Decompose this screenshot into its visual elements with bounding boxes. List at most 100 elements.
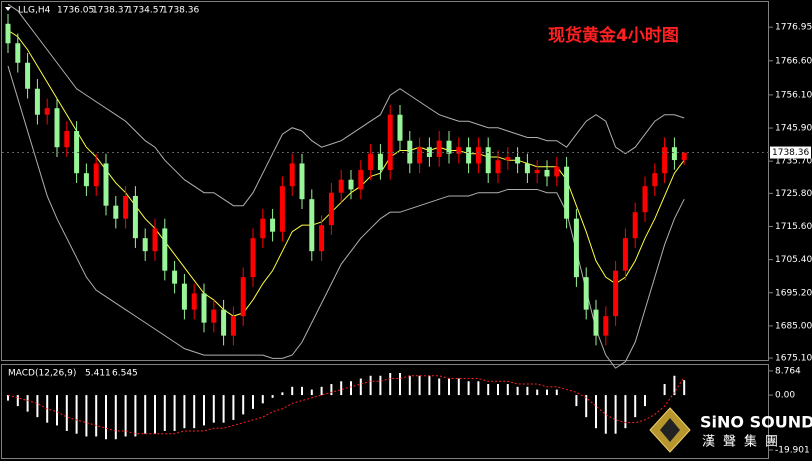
candle-body: [83, 173, 89, 187]
header-close: 1738.36: [162, 6, 199, 16]
y-tick-label: 1695.20: [775, 288, 812, 298]
macd-bar: [114, 395, 117, 440]
signal-line: [7, 375, 685, 435]
macd-bar: [428, 375, 431, 396]
macd-bar: [134, 395, 137, 437]
chart-title: 现货黄金4小时图: [548, 25, 679, 46]
macd-bar: [310, 389, 313, 396]
macd-bar: [105, 395, 107, 440]
macd-bar: [644, 395, 646, 407]
y-tick-label: -19.901: [775, 445, 810, 455]
macd-bar: [389, 373, 392, 396]
current-price: 1738.36: [772, 148, 809, 158]
candle-body: [142, 238, 148, 252]
macd-bar: [477, 381, 480, 396]
y-tick-label: 0.00: [775, 391, 795, 401]
macd-bar: [56, 395, 58, 426]
y-tick-label: 1745.90: [775, 124, 812, 134]
macd-bar: [75, 395, 78, 434]
candle-body: [368, 153, 374, 170]
macd-bar: [399, 373, 401, 396]
y-tick-label: 1776.95: [775, 23, 812, 33]
macd-bar: [536, 389, 539, 396]
macd-bar: [614, 395, 617, 434]
candle-body: [191, 293, 197, 310]
macd-bar: [369, 375, 372, 396]
macd-bar: [526, 386, 529, 396]
macd-bar: [585, 395, 588, 418]
candle-body: [328, 192, 334, 226]
macd-bar: [516, 386, 519, 396]
candle-body: [662, 147, 668, 174]
candle-body: [544, 169, 550, 177]
candle-body: [515, 156, 521, 164]
y-tick-label: 1766.60: [775, 56, 812, 66]
macd-bar: [301, 386, 303, 396]
candle-body: [681, 152, 687, 161]
macd-bar: [36, 395, 39, 418]
candle-body: [377, 153, 383, 170]
y-tick-label: 1705.40: [775, 255, 812, 265]
macd-bar: [183, 395, 186, 429]
candle-body: [34, 88, 40, 115]
candle-body: [103, 163, 109, 206]
candle-body: [221, 309, 227, 336]
logo-name: SiNO SOUND: [700, 413, 812, 432]
candle-body: [113, 205, 119, 219]
logo-sub: 漢聲集團: [702, 434, 786, 450]
y-tick-label: 1735.70: [775, 157, 812, 167]
candle-body: [632, 212, 638, 239]
candle-body: [132, 195, 138, 239]
candle-body: [466, 147, 472, 164]
macd-bar: [340, 381, 343, 396]
candle-body: [426, 147, 432, 157]
y-tick-label: 1725.80: [775, 189, 812, 199]
macd-bar: [575, 395, 578, 407]
macd-bar: [163, 395, 166, 431]
candle-body: [603, 316, 609, 336]
candle-body: [505, 156, 511, 161]
macd-bar: [350, 381, 352, 396]
macd-bar: [330, 384, 333, 396]
candle-body: [554, 166, 560, 177]
candle-body: [593, 309, 599, 336]
y-tick-label: 1715.60: [775, 222, 812, 232]
macd-bar: [457, 378, 460, 396]
macd-bar: [467, 381, 470, 396]
candle-body: [652, 173, 658, 187]
candle-body: [162, 228, 168, 271]
y-tick-label: 1756.10: [775, 90, 812, 100]
candle-body: [211, 309, 217, 323]
candle-body: [446, 140, 452, 154]
candle-body: [201, 293, 207, 323]
macd-bar: [85, 395, 88, 437]
macd-bar: [487, 384, 490, 396]
macd-panel: [1, 364, 769, 459]
macd-bar: [683, 380, 686, 396]
macd-bar: [281, 392, 284, 396]
macd-bar: [154, 395, 156, 434]
candle-body: [407, 140, 413, 164]
candle-body: [348, 179, 354, 190]
candle-body: [44, 108, 50, 115]
candle-body: [397, 114, 403, 141]
macd-bar: [144, 395, 147, 434]
candle-body: [289, 163, 295, 187]
macd-bar: [7, 395, 9, 401]
header-high: 1738.37: [92, 6, 129, 16]
y-tick-label: 8.764: [775, 366, 801, 376]
macd-hist-value: 5.411: [85, 369, 111, 379]
macd-bar: [418, 375, 421, 396]
candle-body: [15, 43, 21, 63]
macd-bar: [203, 395, 205, 426]
candle-body: [622, 238, 628, 271]
candle-body: [495, 160, 501, 174]
candle-body: [152, 228, 158, 252]
candle-body: [240, 277, 246, 317]
macd-bar: [291, 386, 294, 396]
indicator-line: [7, 3, 685, 207]
macd-bar: [271, 395, 274, 398]
candle-body: [319, 225, 325, 252]
candle-body: [583, 277, 589, 310]
